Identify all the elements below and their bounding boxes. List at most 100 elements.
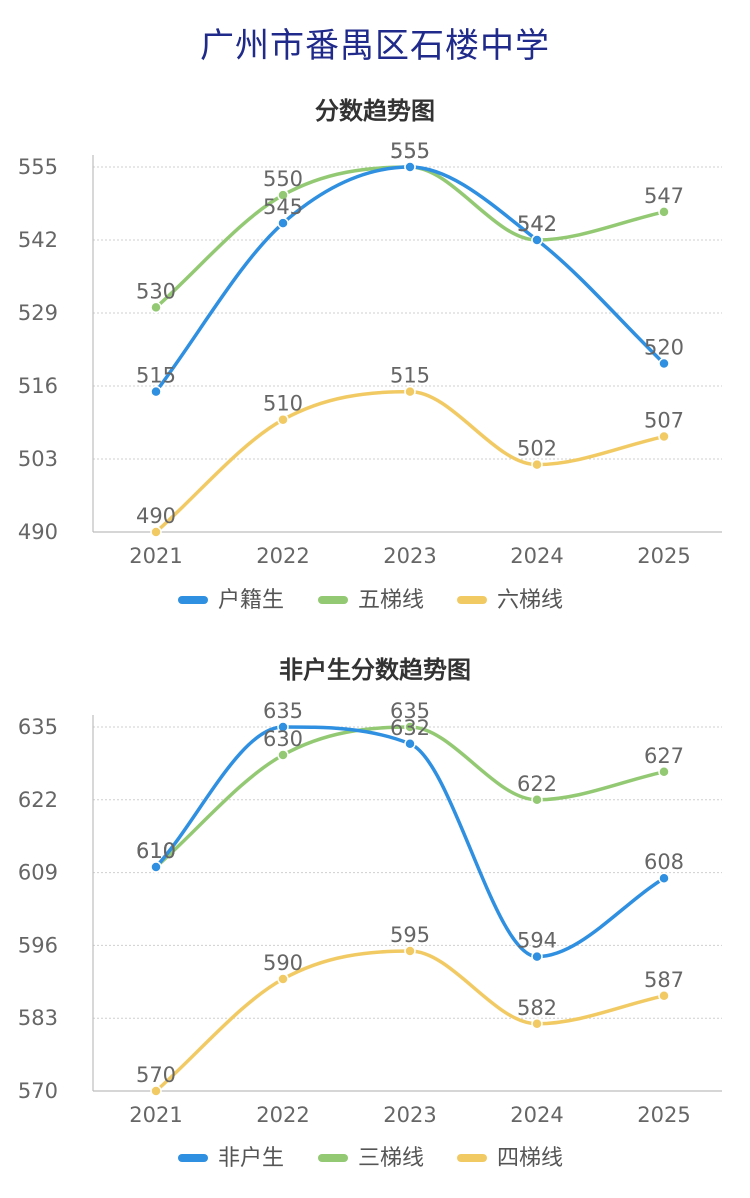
data-point	[150, 385, 162, 398]
legend-item[interactable]: 六梯线	[457, 588, 563, 613]
data-point	[658, 357, 670, 370]
data-point	[277, 749, 289, 761]
legend-item[interactable]: 五梯线	[318, 588, 424, 613]
page-title: 广州市番禺区石楼中学	[200, 26, 550, 66]
data-point	[277, 189, 289, 201]
data-point	[531, 950, 543, 963]
x-tick-label: 2022	[256, 544, 309, 568]
data-point	[658, 766, 670, 778]
legend-label: 四梯线	[497, 1146, 563, 1171]
data-point	[658, 206, 670, 218]
legend-item[interactable]: 四梯线	[457, 1146, 563, 1171]
legend-label: 五梯线	[358, 588, 424, 613]
legend-label: 非户生	[218, 1146, 284, 1171]
data-label: 520	[644, 336, 684, 360]
data-label: 515	[390, 364, 430, 388]
chart-title: 分数趋势图	[315, 97, 435, 125]
data-label: 555	[390, 139, 430, 163]
data-label: 542	[517, 212, 557, 236]
data-point	[150, 526, 162, 538]
data-label: 630	[263, 727, 303, 751]
data-point	[658, 990, 670, 1002]
x-tick-label: 2025	[637, 544, 690, 568]
legend-label: 六梯线	[497, 588, 563, 613]
data-label: 622	[517, 772, 557, 796]
non-resident-score-trend-chart: 非户生分数趋势图 570 583 596 609 622 635 2021 2022 2023 20…	[18, 656, 722, 1171]
x-tick-label: 2023	[383, 544, 436, 568]
y-tick-label: 503	[18, 447, 58, 471]
data-label: 530	[136, 279, 176, 303]
data-label: 545	[263, 195, 303, 219]
data-label: 515	[136, 364, 176, 388]
data-label: 502	[517, 437, 557, 461]
data-label: 582	[517, 996, 557, 1020]
data-point	[404, 738, 416, 750]
data-point	[277, 413, 289, 426]
y-tick-label: 583	[18, 1006, 58, 1030]
data-point	[150, 1085, 162, 1097]
y-tick-label: 635	[18, 715, 58, 739]
data-point	[531, 794, 543, 806]
data-point	[150, 861, 162, 873]
data-point	[404, 385, 416, 398]
series-line	[154, 165, 666, 394]
data-point	[277, 973, 289, 985]
y-tick-label: 490	[18, 520, 58, 544]
data-label: 610	[136, 839, 176, 863]
x-tick-label: 2024	[510, 544, 563, 568]
x-tick-label: 2021	[129, 1103, 182, 1127]
y-tick-label: 516	[18, 374, 58, 398]
legend-item[interactable]: 户籍生	[178, 588, 284, 613]
data-label: 595	[390, 923, 430, 947]
series-line	[154, 949, 666, 1093]
data-point	[404, 721, 416, 733]
data-label: 542	[517, 212, 557, 236]
legend-item[interactable]: 三梯线	[318, 1146, 424, 1171]
score-trend-chart: 分数趋势图 490 503 516 529 542 555 2021 2022 2023 2024 2…	[18, 97, 722, 613]
data-point	[277, 217, 289, 229]
y-tick-label: 570	[18, 1079, 58, 1103]
y-tick-label: 555	[18, 155, 58, 179]
y-tick-label: 596	[18, 933, 58, 957]
data-label: 550	[263, 167, 303, 191]
data-label: 635	[390, 699, 430, 723]
data-label: 594	[517, 929, 557, 953]
data-label: 490	[136, 504, 176, 528]
data-label: 608	[644, 850, 684, 874]
data-point	[531, 1018, 543, 1030]
data-point	[531, 234, 543, 246]
y-tick-label: 529	[18, 301, 58, 325]
data-point	[150, 301, 162, 314]
legend-swatch	[178, 596, 208, 604]
data-point	[404, 161, 416, 173]
data-label: 547	[644, 184, 684, 208]
data-label: 610	[136, 839, 176, 863]
data-label: 555	[390, 139, 430, 163]
legend-swatch	[318, 1154, 348, 1162]
data-point	[531, 458, 543, 471]
legend-swatch	[457, 596, 487, 604]
data-label: 587	[644, 968, 684, 992]
x-tick-label: 2024	[510, 1103, 563, 1127]
legend-label: 户籍生	[218, 588, 284, 613]
x-tick-label: 2022	[256, 1103, 309, 1127]
y-tick-label: 622	[18, 788, 58, 812]
x-tick-label: 2021	[129, 544, 182, 568]
series-line	[154, 389, 666, 534]
data-label: 507	[644, 409, 684, 433]
chart-title: 非户生分数趋势图	[279, 656, 471, 684]
data-point	[277, 721, 289, 733]
legend-swatch	[178, 1154, 208, 1162]
legend-swatch	[318, 596, 348, 604]
x-tick-label: 2023	[383, 1103, 436, 1127]
legend-swatch	[457, 1154, 487, 1162]
data-label: 510	[263, 392, 303, 416]
data-label: 590	[263, 951, 303, 975]
legend-label: 三梯线	[358, 1146, 424, 1171]
y-tick-label: 542	[18, 228, 58, 252]
data-label: 570	[136, 1063, 176, 1087]
data-label: 635	[263, 699, 303, 723]
data-label: 632	[390, 716, 430, 740]
legend-item[interactable]: 非户生	[178, 1146, 284, 1171]
data-label: 627	[644, 744, 684, 768]
